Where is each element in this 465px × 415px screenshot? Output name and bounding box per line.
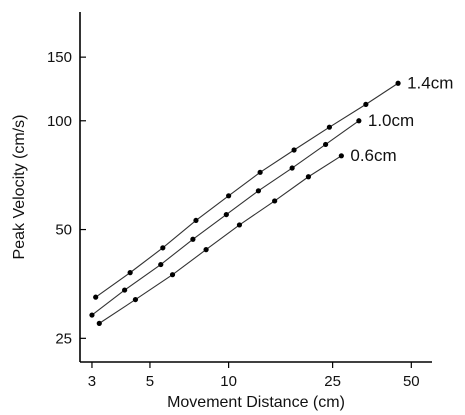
data-point (169, 272, 176, 278)
series-label: 0.6cm (350, 146, 396, 165)
series-0: 1.4cm (93, 73, 453, 300)
x-axis-title: Movement Distance (cm) (167, 394, 345, 411)
data-point (160, 245, 166, 251)
data-point (338, 153, 344, 159)
data-point (132, 296, 139, 303)
x-tick-label: 5 (146, 373, 154, 390)
x-tick-label: 25 (324, 373, 341, 390)
y-axis-title: Peak Velocity (cm/s) (11, 115, 28, 260)
y-ticks: 25 50 100 150 (47, 49, 86, 347)
data-point (93, 294, 99, 300)
data-point (255, 188, 262, 194)
data-point (289, 165, 295, 171)
data-point (226, 193, 232, 199)
series-2: 0.6cm (96, 146, 397, 326)
y-tick-label: 50 (55, 222, 72, 239)
data-point (395, 80, 401, 86)
x-tick-label: 50 (403, 373, 420, 390)
data-point (326, 124, 333, 130)
data-point (122, 287, 128, 293)
data-point (257, 169, 263, 175)
x-ticks: 3 5 10 25 50 (88, 362, 420, 390)
data-point (190, 236, 196, 242)
data-point (96, 320, 102, 326)
y-tick-label: 25 (55, 330, 72, 347)
data-point (223, 211, 229, 218)
x-tick-label: 3 (88, 373, 96, 390)
data-point (236, 222, 243, 228)
data-point (193, 217, 199, 224)
series-label: 1.0cm (368, 111, 414, 130)
series-line (95, 82, 399, 298)
data-point (158, 261, 164, 268)
data-point (305, 174, 312, 180)
data-point (291, 147, 297, 153)
series-line (98, 155, 342, 324)
data-point (363, 101, 369, 107)
x-tick-label: 10 (220, 373, 237, 390)
data-point (203, 247, 209, 253)
axes (79, 12, 432, 363)
series-1: 1.0cm (89, 111, 414, 318)
series-line (91, 120, 360, 316)
data-point (323, 141, 329, 148)
data-point (356, 118, 362, 124)
y-tick-label: 150 (47, 49, 72, 66)
y-tick-label: 100 (47, 113, 72, 130)
series-layer: 1.4cm 1.0cm 0.6cm (89, 73, 453, 326)
data-point (89, 312, 95, 318)
series-label: 1.4cm (407, 73, 453, 92)
data-point (272, 198, 278, 204)
data-point (127, 270, 133, 276)
